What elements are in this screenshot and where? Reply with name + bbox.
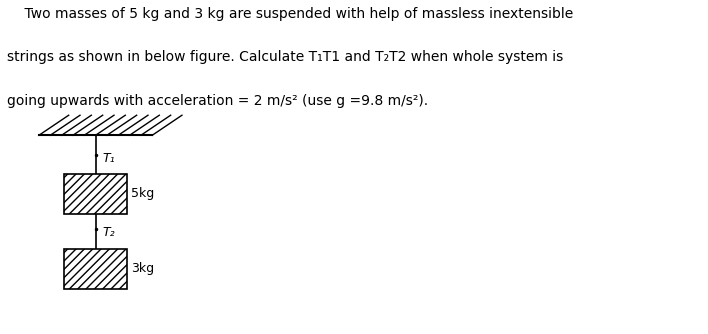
Text: 3kg: 3kg — [131, 263, 154, 275]
Bar — [64, 174, 127, 214]
Text: T₂: T₂ — [103, 226, 115, 238]
Text: Two masses of 5 kg and 3 kg are suspended with help of massless inextensible: Two masses of 5 kg and 3 kg are suspende… — [7, 7, 573, 21]
Bar — [64, 249, 127, 289]
Text: T₁: T₁ — [103, 152, 115, 165]
Text: strings as shown in below figure. Calculate T₁T1 and T₂T2 when whole system is: strings as shown in below figure. Calcul… — [7, 50, 564, 64]
Text: going upwards with acceleration = 2 m/s² (use g =9.8 m/s²).: going upwards with acceleration = 2 m/s²… — [7, 94, 428, 108]
Text: 5kg: 5kg — [131, 187, 154, 200]
